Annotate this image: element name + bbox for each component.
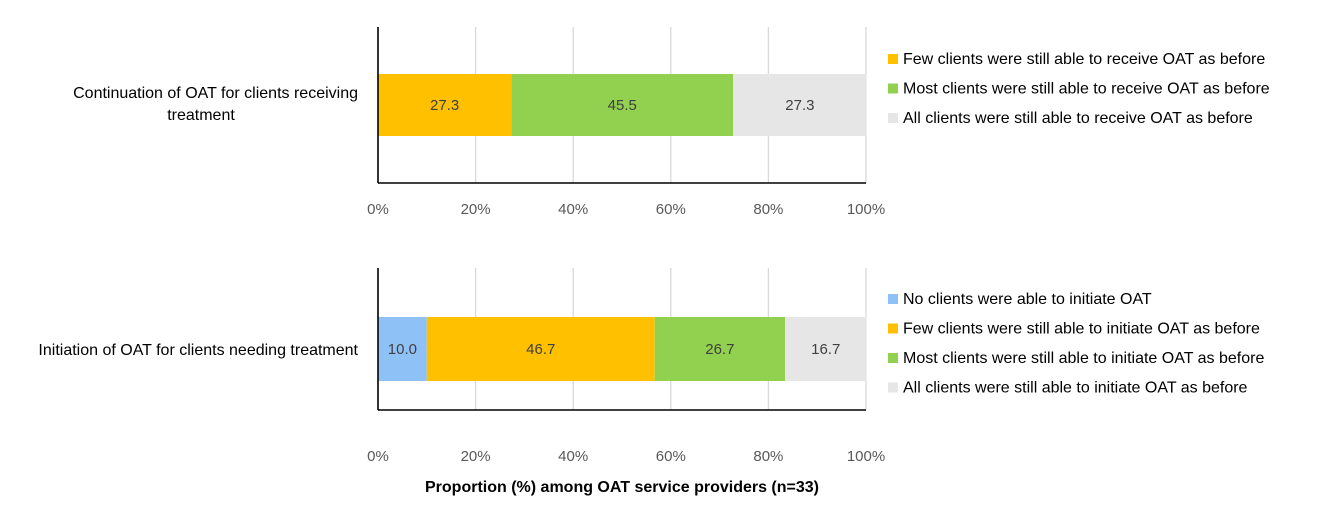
- x-tick-label-1-0: 0%: [367, 448, 389, 465]
- category-label-0-1: treatment: [167, 107, 235, 124]
- legend-swatch-0-2: [888, 113, 898, 123]
- x-tick-label-1-2: 40%: [558, 448, 588, 465]
- x-tick-label-0-5: 100%: [847, 201, 885, 218]
- data-label-0-2: 27.3: [785, 97, 814, 114]
- category-label-1-0: Initiation of OAT for clients needing tr…: [38, 342, 358, 359]
- x-tick-label-0-3: 60%: [656, 201, 686, 218]
- bar-segment-1-1: [426, 317, 655, 381]
- x-tick-label-1-4: 80%: [753, 448, 783, 465]
- legend-label-1-0: No clients were able to initiate OAT: [903, 291, 1152, 308]
- x-tick-label-0-2: 40%: [558, 201, 588, 218]
- legend-label-0-2: All clients were still able to receive O…: [903, 110, 1253, 127]
- bar-segment-1-0: [378, 317, 427, 381]
- x-tick-label-1-5: 100%: [847, 448, 885, 465]
- legend-label-1-2: Most clients were still able to initiate…: [903, 350, 1264, 367]
- legend-swatch-0-0: [888, 54, 898, 64]
- legend-swatch-0-1: [888, 83, 898, 94]
- x-tick-label-0-4: 80%: [753, 201, 783, 218]
- bar-segment-0-2: [733, 74, 867, 136]
- x-axis-title: Proportion (%) among OAT service provide…: [425, 479, 819, 496]
- legend-swatch-1-2: [888, 353, 898, 363]
- legend-swatch-1-3: [888, 382, 898, 393]
- data-label-1-0: 10.0: [388, 341, 417, 358]
- data-label-1-1: 46.7: [526, 341, 555, 358]
- legend-label-1-3: All clients were still able to initiate …: [903, 380, 1248, 397]
- legend-label-1-1: Few clients were still able to initiate …: [903, 321, 1260, 338]
- x-tick-label-0-1: 20%: [461, 201, 491, 218]
- legend-label-0-0: Few clients were still able to receive O…: [903, 51, 1265, 68]
- data-label-1-3: 16.7: [811, 341, 840, 358]
- data-label-0-0: 27.3: [430, 97, 459, 114]
- legend-swatch-1-1: [888, 323, 898, 334]
- category-label-0-0: Continuation of OAT for clients receivin…: [73, 85, 358, 102]
- data-label-0-1: 45.5: [608, 97, 637, 114]
- legend-label-0-1: Most clients were still able to receive …: [903, 81, 1270, 98]
- x-tick-label-1-3: 60%: [656, 448, 686, 465]
- x-tick-label-1-1: 20%: [461, 448, 491, 465]
- bar-segment-0-0: [378, 74, 512, 136]
- bar-segment-0-1: [511, 74, 734, 136]
- data-label-1-2: 26.7: [705, 341, 734, 358]
- legend-swatch-1-0: [888, 294, 898, 304]
- x-tick-label-0-0: 0%: [367, 201, 389, 218]
- bar-segment-1-3: [784, 317, 867, 381]
- bar-segment-1-2: [654, 317, 785, 381]
